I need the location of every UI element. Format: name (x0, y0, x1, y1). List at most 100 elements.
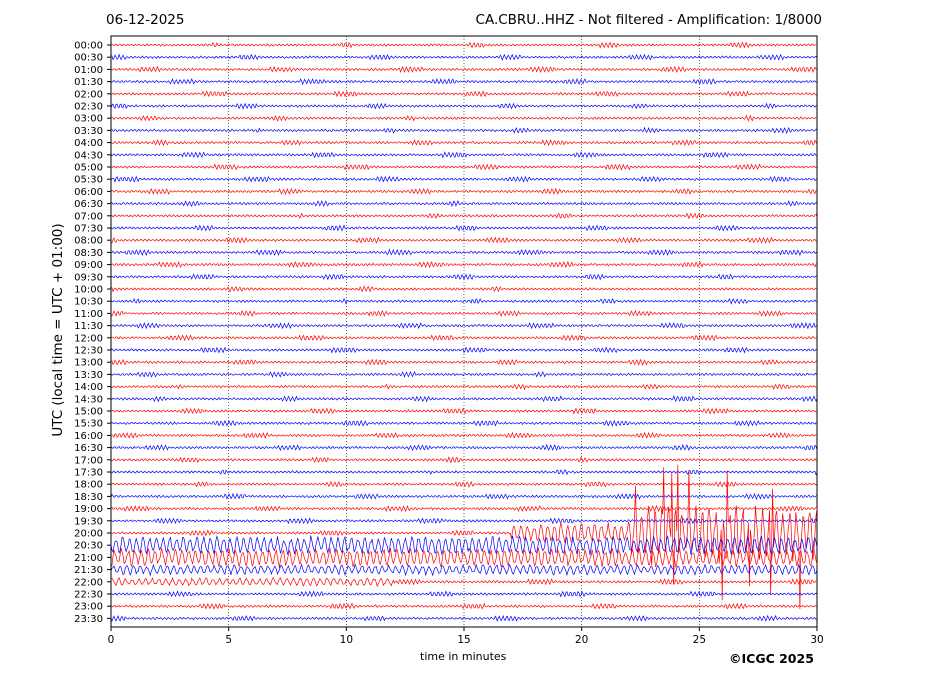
trace-line (110, 321, 818, 330)
trace-line (110, 224, 818, 232)
x-tick-label: 0 (108, 634, 115, 646)
trace-line (110, 334, 818, 342)
y-tick-label: 14:30 (74, 394, 103, 405)
y-tick-label: 01:30 (74, 77, 103, 88)
trace-line (110, 285, 818, 293)
trace-line (110, 576, 818, 588)
y-tick-label: 20:00 (74, 529, 103, 540)
y-tick-label: 18:00 (74, 480, 103, 491)
trace-line (110, 309, 818, 317)
y-tick-label: 17:00 (74, 455, 103, 466)
y-tick-label: 05:00 (74, 163, 103, 174)
date-label: 06-12-2025 (106, 12, 185, 28)
trace-line (110, 65, 818, 74)
y-tick-label: 08:30 (74, 248, 103, 259)
trace-line (110, 212, 818, 220)
chart-title: CA.CBRU..HHZ - Not filtered - Amplificat… (475, 12, 822, 28)
y-tick-label: 11:00 (74, 309, 103, 320)
y-tick-label: 05:30 (74, 175, 103, 186)
copyright-label: ©ICGC 2025 (729, 651, 814, 666)
trace-line (110, 517, 818, 525)
y-tick-label: 00:00 (74, 41, 103, 52)
y-tick-label: 19:00 (74, 504, 103, 515)
trace-line (110, 236, 818, 244)
y-tick-label: 12:00 (74, 333, 103, 344)
trace-line (110, 395, 818, 403)
trace-line (110, 383, 818, 391)
trace-line (110, 590, 818, 598)
y-tick-label: 03:00 (74, 114, 103, 125)
y-tick-label: 13:30 (74, 370, 103, 381)
trace-line (110, 200, 818, 208)
x-tick-label: 20 (575, 634, 588, 646)
trace-line (110, 90, 818, 98)
y-tick-label: 15:30 (74, 419, 103, 430)
y-tick-label: 08:00 (74, 236, 103, 247)
y-tick-label: 22:30 (74, 590, 103, 601)
y-tick-label: 02:00 (74, 89, 103, 100)
y-tick-label: 01:00 (74, 65, 103, 76)
trace-line (110, 53, 818, 61)
y-tick-label: 00:30 (74, 53, 103, 64)
trace-line (110, 456, 818, 464)
y-tick-label: 07:30 (74, 224, 103, 235)
trace-line (110, 114, 818, 122)
y-tick-label: 22:00 (74, 577, 103, 588)
trace-line (110, 419, 818, 427)
trace-line (110, 535, 818, 556)
y-tick-label: 06:00 (74, 187, 103, 198)
y-tick-label: 17:30 (74, 468, 103, 479)
y-tick-label: 03:30 (74, 126, 103, 137)
y-tick-label: 10:30 (74, 297, 103, 308)
x-tick-label: 10 (340, 634, 353, 646)
y-tick-label: 10:00 (74, 285, 103, 296)
trace-line (110, 480, 818, 488)
y-tick-label: 13:00 (74, 358, 103, 369)
x-tick-label: 30 (810, 634, 823, 646)
y-tick-label: 19:30 (74, 516, 103, 527)
trace-line (110, 346, 817, 354)
trace-line (110, 273, 818, 281)
trace-line (110, 469, 818, 476)
trace-line (110, 443, 818, 452)
y-axis-label: UTC (local time = UTC + 01:00) (50, 223, 66, 437)
y-tick-label: 04:30 (74, 150, 103, 161)
y-tick-label: 16:00 (74, 431, 103, 442)
trace-line (110, 139, 818, 147)
trace-line (110, 431, 818, 439)
trace-line (110, 358, 818, 366)
trace-line (110, 602, 818, 610)
y-tick-label: 16:30 (74, 443, 103, 454)
y-tick-label: 21:30 (74, 565, 103, 576)
trace-line (110, 102, 818, 110)
trace-line (110, 248, 818, 257)
trace-line (110, 464, 818, 610)
y-tick-label: 18:30 (74, 492, 103, 503)
y-tick-label: 21:00 (74, 553, 103, 564)
trace-line (110, 614, 818, 622)
y-tick-label: 14:00 (74, 382, 103, 393)
y-tick-label: 15:00 (74, 407, 103, 418)
y-tick-label: 06:30 (74, 199, 103, 210)
trace-line (110, 126, 818, 134)
y-tick-label: 12:30 (74, 346, 103, 357)
trace-line (110, 151, 818, 159)
trace-line (110, 407, 818, 415)
x-tick-label: 25 (693, 634, 706, 646)
x-tick-label: 5 (225, 634, 232, 646)
y-tick-label: 02:30 (74, 102, 103, 113)
trace-line (110, 78, 818, 86)
x-axis-label: time in minutes (420, 650, 507, 663)
trace-line (110, 163, 818, 171)
trace-line (110, 187, 818, 196)
y-tick-label: 04:00 (74, 138, 103, 149)
trace-line (110, 260, 818, 269)
y-tick-label: 20:30 (74, 541, 103, 552)
y-tick-label: 07:00 (74, 211, 103, 222)
y-tick-label: 11:30 (74, 321, 103, 332)
y-tick-label: 09:30 (74, 272, 103, 283)
y-tick-label: 23:30 (74, 614, 103, 625)
y-tick-label: 23:00 (74, 602, 103, 613)
y-tick-label: 09:00 (74, 260, 103, 271)
